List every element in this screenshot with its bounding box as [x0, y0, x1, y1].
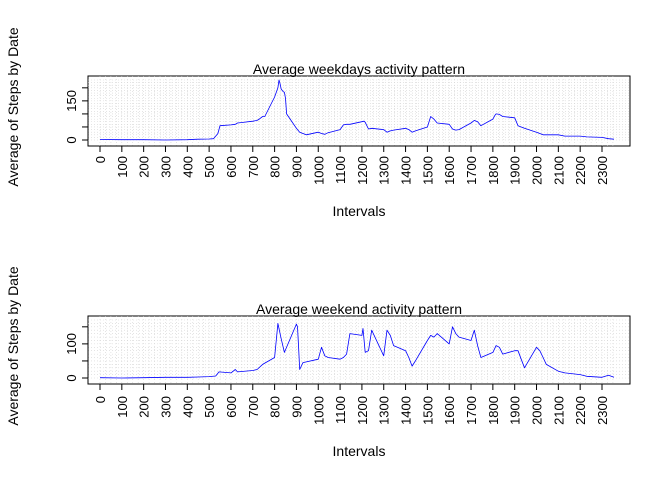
x-tick-label: 1000 [311, 396, 326, 425]
x-tick-label: 1200 [355, 156, 370, 185]
x-tick-label: 600 [224, 156, 239, 178]
x-tick-label: 1700 [464, 156, 479, 185]
x-tick-label: 1500 [420, 396, 435, 425]
x-tick-label: 2000 [530, 396, 545, 425]
x-tick-label: 100 [115, 156, 130, 178]
x-tick-label: 2200 [573, 156, 588, 185]
x-tick-label: 1800 [486, 396, 501, 425]
x-tick-label: 400 [180, 396, 195, 418]
x-tick-label: 1300 [377, 156, 392, 185]
weekend-series [99, 322, 615, 379]
y-tick-label: 0 [64, 136, 79, 143]
x-tick-label: 2000 [530, 156, 545, 185]
weekdays-series [99, 79, 615, 141]
weekend-y-axis-label: Average of Steps by Date [5, 266, 21, 425]
x-tick-label: 1100 [333, 156, 348, 184]
y-tick-label: 0 [64, 374, 79, 381]
x-tick-label: 1100 [333, 396, 348, 424]
weekend-panel: 0 100 200 300 400 500 600 700 800 900 1000 1100 1200… [5, 266, 631, 459]
x-tick-label: 900 [289, 396, 304, 418]
x-tick-label: 0 [93, 396, 108, 403]
x-tick-label: 1000 [311, 156, 326, 185]
x-tick-label: 500 [202, 396, 217, 418]
x-tick-label: 1400 [399, 396, 414, 425]
weekend-grid [88, 316, 630, 384]
weekend-x-axis-label: Intervals [333, 443, 386, 459]
x-tick-label: 200 [137, 396, 152, 418]
weekend-chart-title: Average weekend activity pattern [256, 301, 462, 317]
x-tick-label: 800 [268, 396, 283, 418]
x-tick-label: 1200 [355, 396, 370, 425]
x-tick-label: 200 [137, 156, 152, 178]
x-tick-label: 1800 [486, 156, 501, 185]
x-tick-label: 800 [268, 156, 283, 178]
x-tick-label: 300 [158, 156, 173, 178]
x-tick-label: 1500 [420, 156, 435, 185]
weekend-y-axis: 0 100 [64, 326, 89, 382]
x-tick-label: 700 [246, 156, 261, 178]
x-tick-label: 2300 [595, 156, 610, 185]
series-line [99, 79, 615, 141]
weekdays-grid [88, 76, 630, 146]
x-tick-label: 700 [246, 396, 261, 418]
x-tick-label: 900 [289, 156, 304, 178]
x-tick-label: 300 [158, 396, 173, 418]
x-tick-label: 2100 [551, 156, 566, 185]
x-tick-label: 100 [115, 396, 130, 418]
x-tick-label: 2300 [595, 396, 610, 425]
series-line [99, 322, 615, 379]
x-tick-label: 2200 [573, 396, 588, 425]
x-tick-label: 600 [224, 396, 239, 418]
x-tick-label: 1600 [442, 156, 457, 185]
x-tick-label: 500 [202, 156, 217, 178]
weekend-plot-area [87, 315, 631, 385]
x-tick-label: 400 [180, 156, 195, 178]
weekdays-chart-title: Average weekdays activity pattern [253, 61, 465, 77]
weekend-x-axis: 0 100 200 300 400 500 600 700 800 900 1000 1100 1200… [93, 383, 610, 425]
weekdays-y-axis-label: Average of Steps by Date [5, 27, 21, 186]
y-tick-label: 150 [64, 90, 79, 112]
weekdays-plot-area [87, 75, 631, 147]
weekdays-x-axis: 0 100 200 300 400 500 600 700 800 900 1000 1100 1200… [93, 145, 610, 185]
weekdays-x-axis-label: Intervals [333, 203, 386, 219]
x-tick-label: 1600 [442, 396, 457, 425]
weekdays-panel: 0 100 200 300 400 500 600 700 800 900 1000 1100 1200… [5, 27, 631, 219]
x-tick-label: 1900 [508, 396, 523, 425]
x-tick-label: 0 [93, 156, 108, 163]
x-tick-label: 1400 [399, 156, 414, 185]
x-tick-label: 1300 [377, 396, 392, 425]
y-tick-label: 100 [64, 333, 79, 355]
weekdays-y-axis: 0 150 [64, 87, 89, 144]
x-tick-label: 2100 [551, 396, 566, 425]
x-tick-label: 1700 [464, 396, 479, 425]
x-tick-label: 1900 [508, 156, 523, 185]
